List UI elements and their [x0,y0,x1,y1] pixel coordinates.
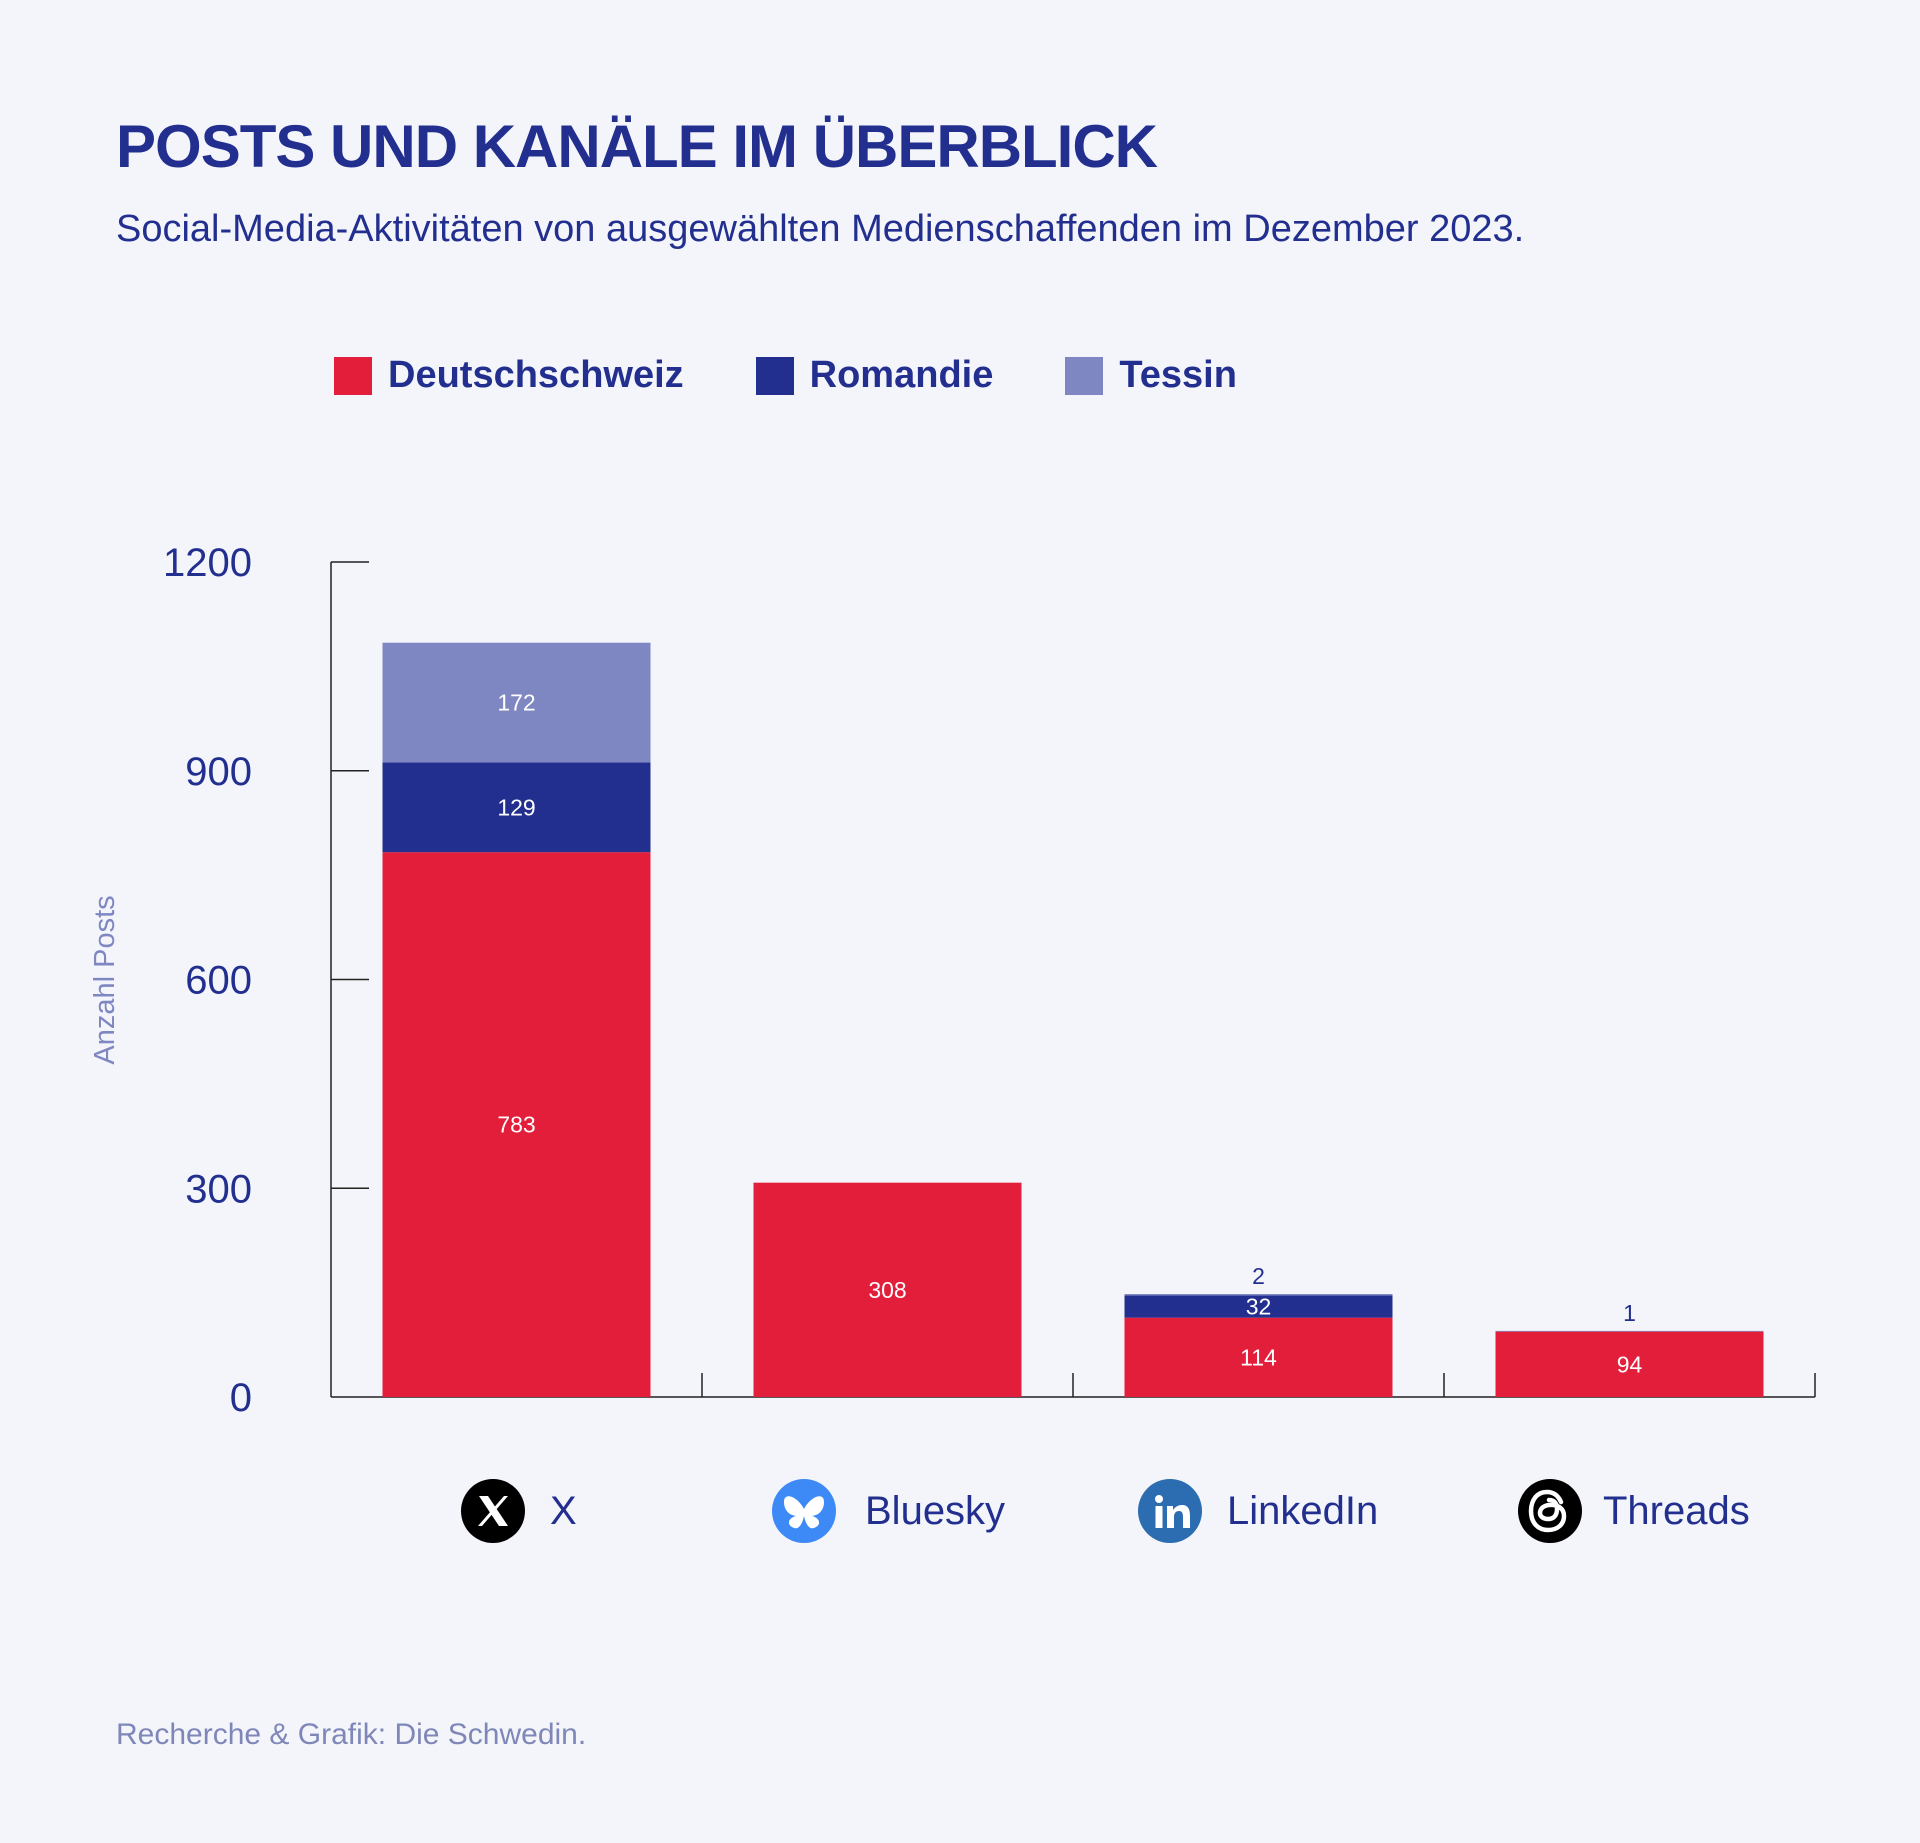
bar-linkedin-romandie [1124,1295,1393,1318]
bar-linkedin-deutschschweiz [1124,1317,1393,1397]
legend-label-deutschschweiz: Deutschschweiz [388,354,684,396]
bar-label-threads-deutschschweiz: 94 [1617,1351,1643,1377]
legend-label-tessin: Tessin [1119,354,1237,396]
bar-threads-deutschschweiz [1495,1331,1764,1397]
bar-label-linkedin-tessin: 2 [1252,1263,1265,1289]
chart-subtitle: Social-Media-Aktivitäten von ausgewählte… [116,208,1525,250]
x-logo-icon [461,1479,525,1543]
x-axis-labels: X Bluesky LinkedIn Threads [550,1489,1750,1533]
x-tick-label-threads: Threads [1603,1489,1750,1533]
bar-label-x-deutschschweiz: 783 [497,1112,535,1138]
bars [382,642,1764,1397]
bar-x-romandie [382,762,651,853]
bar-label-bluesky-deutschschweiz: 308 [868,1277,906,1303]
chart-title: POSTS UND KANÄLE IM ÜBERBLICK [116,113,1158,180]
y-axis-label: Anzahl Posts [89,895,121,1064]
source-credit: Recherche & Grafik: Die Schwedin. [116,1718,587,1751]
legend-item-romandie: Romandie [755,354,994,397]
bar-bluesky-deutschschweiz [753,1182,1022,1397]
bar-x-tessin [382,642,651,763]
bar-label-linkedin-romandie: 32 [1246,1294,1272,1320]
bar-label-x-romandie: 129 [497,794,535,820]
legend-swatch-tessin [1065,356,1104,395]
y-tick-label-300: 300 [185,1167,252,1211]
bar-label-x-tessin: 172 [497,690,535,716]
legend-item-tessin: Tessin [1065,354,1237,397]
bar-linkedin-tessin [1124,1294,1393,1296]
x-tick-label-linkedin: LinkedIn [1227,1489,1378,1533]
legend-swatch-deutschschweiz [334,356,372,395]
legend: Deutschschweiz Romandie Tessin [334,354,1309,397]
bar-x-deutschschweiz [382,852,651,1397]
y-tick-label-0: 0 [230,1376,252,1420]
y-tick-label-600: 600 [185,959,252,1003]
y-tick-label-1200: 1200 [163,541,252,585]
legend-item-deutschschweiz: Deutschschweiz [334,354,684,397]
bar-labels: 783 129 172 308 114 32 2 94 1 [497,690,1642,1378]
threads-logo-icon [1518,1479,1582,1543]
legend-swatch-romandie [755,356,794,395]
bluesky-logo-icon [772,1479,836,1543]
x-tick-label-bluesky: Bluesky [865,1489,1005,1533]
linkedin-logo-icon [1138,1479,1202,1543]
bar-label-threads-tessin: 1 [1623,1300,1636,1326]
legend-label-romandie: Romandie [809,354,994,396]
bar-label-linkedin-deutschschweiz: 114 [1240,1344,1277,1370]
y-tick-label-900: 900 [185,750,252,794]
x-tick-label-x: X [550,1489,577,1533]
axes: 0 300 600 900 1200 [163,541,1816,1420]
bar-threads-tessin [1495,1330,1764,1332]
